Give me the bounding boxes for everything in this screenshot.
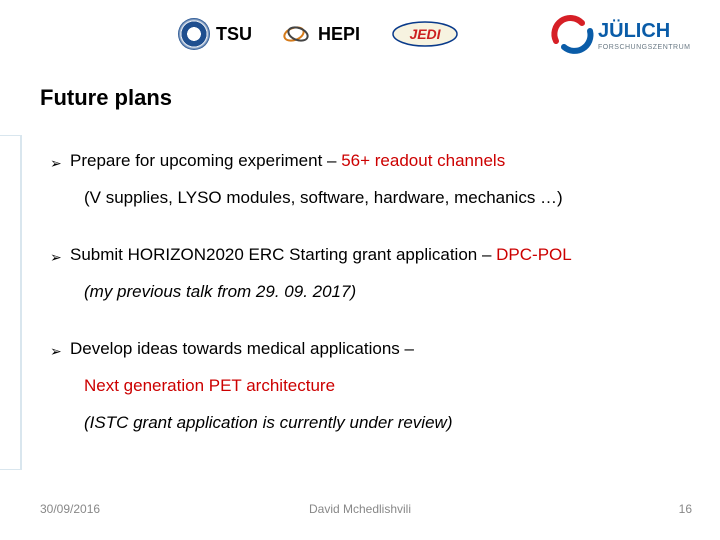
tsu-label: TSU [216,24,252,45]
page-title: Future plans [40,85,172,111]
bullet-3-text: Develop ideas towards medical applicatio… [70,338,414,361]
svg-text:FORSCHUNGSZENTRUM: FORSCHUNGSZENTRUM [598,44,691,51]
bullet-2: ➢ Submit HORIZON2020 ERC Starting grant … [50,244,690,304]
bullet-3-sub-em: Next generation PET architecture [84,375,690,398]
logo-julich: JÜLICH FORSCHUNGSZENTRUM [550,13,700,55]
logo-hepi: HEPI [280,18,360,50]
bullet-1-pre: Prepare for upcoming experiment – [70,151,341,170]
footer-date: 30/09/2016 [40,502,100,516]
bullet-2-sub: (my previous talk from 29. 09. 2017) [84,281,690,304]
footer: 30/09/2016 David Mchedlishvili 16 [0,502,720,522]
hepi-rings-icon [280,18,312,50]
chevron-right-icon: ➢ [50,156,70,170]
bullet-1-em: 56+ readout channels [341,151,505,170]
bullet-2-em: DPC-POL [496,245,572,264]
sidebar-decoration [0,135,22,470]
julich-logo-icon: JÜLICH FORSCHUNGSZENTRUM [550,13,700,55]
logo-jedi: JEDI [390,19,460,49]
bullet-1-sub: (V supplies, LYSO modules, software, har… [84,187,690,210]
bullet-2-text: Submit HORIZON2020 ERC Starting grant ap… [70,244,572,267]
chevron-right-icon: ➢ [50,250,70,264]
chevron-right-icon: ➢ [50,344,70,358]
hepi-label: HEPI [318,24,360,45]
svg-text:JÜLICH: JÜLICH [598,19,670,42]
logo-tsu: TSU [178,18,252,50]
bullet-2-pre: Submit HORIZON2020 ERC Starting grant ap… [70,245,496,264]
header: TSU HEPI JEDI JÜLICH FORSCHUNGSZENTRUM [0,12,720,56]
bullet-1: ➢ Prepare for upcoming experiment – 56+ … [50,150,690,210]
jedi-text: JEDI [409,26,441,42]
bullet-3: ➢ Develop ideas towards medical applicat… [50,338,690,435]
jedi-badge-icon: JEDI [390,19,460,49]
bullet-3-sub2: (ISTC grant application is currently und… [84,412,690,435]
slide: TSU HEPI JEDI JÜLICH FORSCHUNGSZENTRUM F… [0,0,720,540]
bullet-1-text: Prepare for upcoming experiment – 56+ re… [70,150,505,173]
content: ➢ Prepare for upcoming experiment – 56+ … [50,150,690,469]
footer-author: David Mchedlishvili [309,502,411,516]
footer-page: 16 [679,502,692,516]
tsu-seal-icon [178,18,210,50]
